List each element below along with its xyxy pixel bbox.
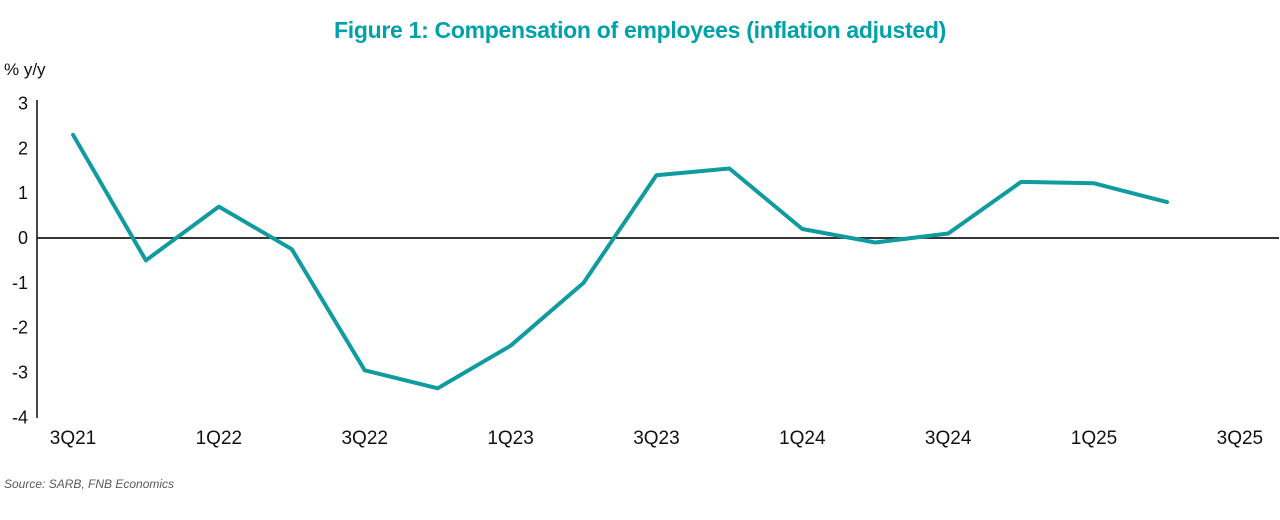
figure-title: Figure 1: Compensation of employees (inf…: [334, 17, 946, 43]
y-tick-label: 1: [18, 183, 28, 203]
x-tick-label: 3Q23: [633, 428, 679, 449]
x-tick-label: 3Q24: [925, 428, 972, 449]
x-tick-label: 1Q24: [779, 428, 826, 449]
x-tick-label: 1Q25: [1071, 428, 1117, 449]
x-tick-label: 1Q23: [487, 428, 533, 449]
x-tick-label: 3Q25: [1217, 428, 1263, 449]
y-tick-label: -4: [12, 407, 28, 427]
y-tick-label: 2: [18, 138, 28, 158]
y-tick-label: 0: [18, 228, 28, 248]
y-axis-unit-label: % y/y: [4, 60, 46, 79]
y-tick-label: -3: [12, 363, 28, 383]
x-tick-label: 3Q21: [50, 428, 96, 449]
y-tick-label: -1: [12, 273, 28, 293]
x-tick-label: 1Q22: [196, 428, 242, 449]
y-tick-label: -2: [12, 318, 28, 338]
y-tick-label: 3: [18, 93, 28, 113]
source-note: Source: SARB, FNB Economics: [4, 477, 175, 491]
x-tick-label: 3Q22: [341, 428, 387, 449]
series-line: [71, 132, 1169, 391]
